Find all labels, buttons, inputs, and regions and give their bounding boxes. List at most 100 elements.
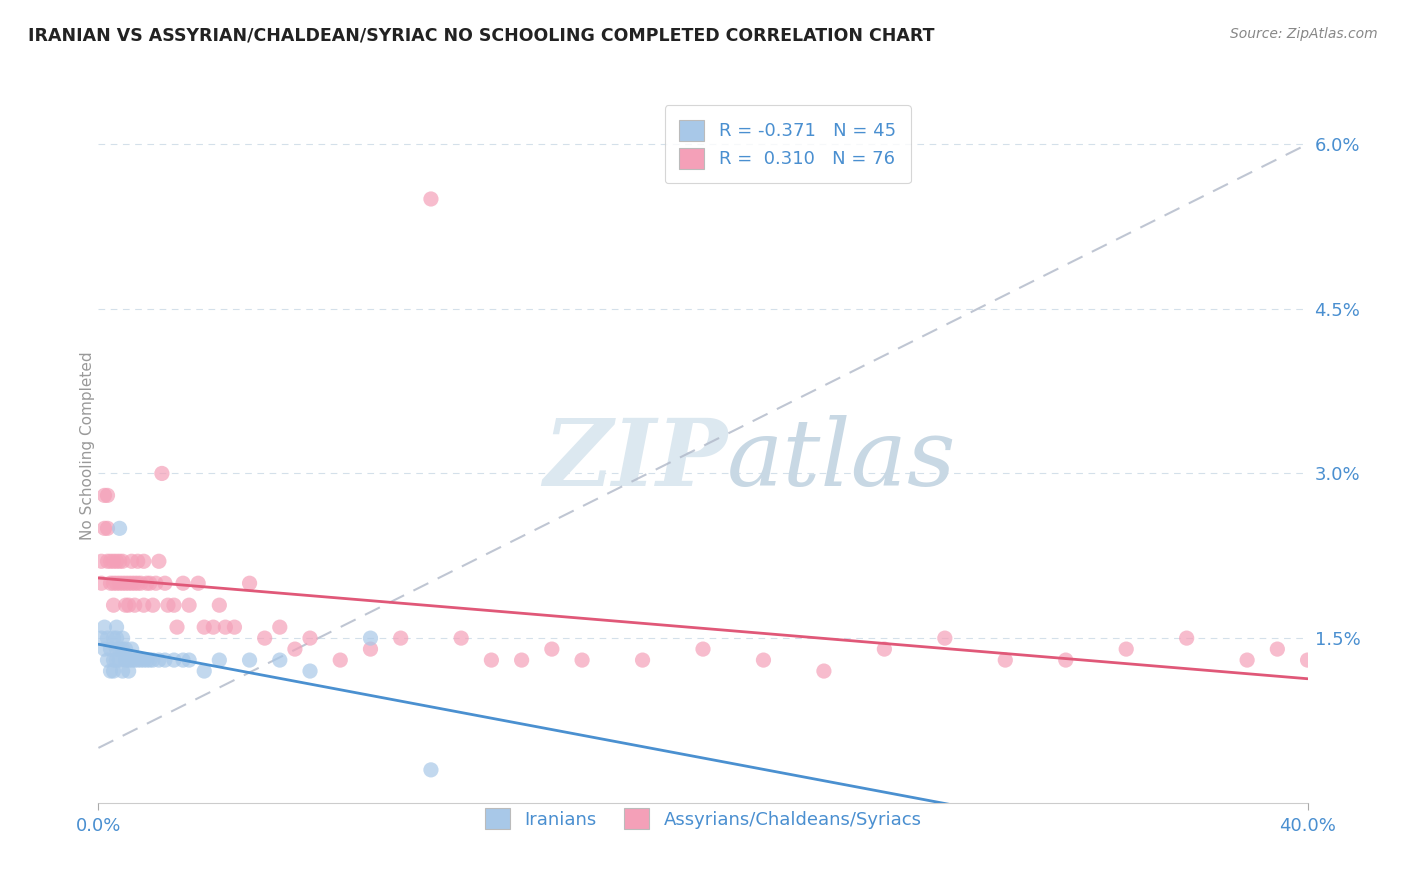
Point: [253, 631, 276, 645]
Point: [299, 631, 322, 645]
Point: [108, 521, 131, 535]
Point: [239, 653, 262, 667]
Point: [172, 653, 194, 667]
Point: [172, 576, 194, 591]
Point: [118, 653, 141, 667]
Point: [100, 576, 122, 591]
Point: [187, 576, 209, 591]
Point: [153, 576, 176, 591]
Point: [103, 576, 125, 591]
Point: [132, 653, 155, 667]
Point: [103, 598, 125, 612]
Point: [121, 554, 143, 568]
Point: [111, 576, 134, 591]
Point: [692, 642, 714, 657]
Point: [105, 631, 128, 645]
Point: [100, 642, 122, 657]
Point: [142, 598, 165, 612]
Point: [139, 653, 162, 667]
Point: [148, 653, 170, 667]
Point: [1115, 642, 1137, 657]
Point: [150, 467, 173, 481]
Point: [269, 620, 291, 634]
Point: [118, 576, 141, 591]
Legend: Iranians, Assyrians/Chaldeans/Syriacs: Iranians, Assyrians/Chaldeans/Syriacs: [470, 794, 936, 844]
Point: [129, 576, 152, 591]
Point: [96, 554, 118, 568]
Point: [108, 554, 131, 568]
Text: ZIP: ZIP: [543, 416, 727, 505]
Point: [163, 653, 186, 667]
Point: [90, 576, 112, 591]
Point: [96, 521, 118, 535]
Point: [93, 488, 115, 502]
Point: [540, 642, 562, 657]
Point: [450, 631, 472, 645]
Point: [108, 576, 131, 591]
Point: [121, 642, 143, 657]
Point: [127, 554, 149, 568]
Y-axis label: No Schooling Completed: No Schooling Completed: [80, 351, 94, 541]
Point: [873, 642, 896, 657]
Point: [214, 620, 236, 634]
Point: [103, 653, 125, 667]
Point: [631, 653, 654, 667]
Point: [166, 620, 188, 634]
Point: [93, 642, 115, 657]
Point: [90, 631, 112, 645]
Point: [90, 554, 112, 568]
Point: [132, 598, 155, 612]
Point: [269, 653, 291, 667]
Point: [121, 653, 143, 667]
Point: [135, 576, 157, 591]
Point: [124, 598, 146, 612]
Point: [224, 620, 246, 634]
Point: [111, 642, 134, 657]
Point: [420, 763, 443, 777]
Point: [481, 653, 503, 667]
Point: [299, 664, 322, 678]
Point: [360, 642, 382, 657]
Point: [127, 653, 149, 667]
Point: [96, 631, 118, 645]
Text: atlas: atlas: [727, 416, 956, 505]
Point: [108, 653, 131, 667]
Point: [127, 576, 149, 591]
Point: [105, 576, 128, 591]
Point: [239, 576, 262, 591]
Point: [114, 576, 136, 591]
Point: [124, 653, 146, 667]
Point: [118, 598, 141, 612]
Point: [202, 620, 225, 634]
Point: [111, 664, 134, 678]
Point: [124, 576, 146, 591]
Point: [142, 653, 165, 667]
Point: [105, 620, 128, 634]
Point: [121, 576, 143, 591]
Point: [994, 653, 1017, 667]
Point: [163, 598, 186, 612]
Point: [934, 631, 956, 645]
Point: [1267, 642, 1289, 657]
Point: [100, 664, 122, 678]
Text: IRANIAN VS ASSYRIAN/CHALDEAN/SYRIAC NO SCHOOLING COMPLETED CORRELATION CHART: IRANIAN VS ASSYRIAN/CHALDEAN/SYRIAC NO S…: [28, 27, 935, 45]
Point: [129, 653, 152, 667]
Point: [179, 598, 201, 612]
Point: [284, 642, 307, 657]
Text: Source: ZipAtlas.com: Source: ZipAtlas.com: [1230, 27, 1378, 41]
Point: [571, 653, 593, 667]
Point: [153, 653, 176, 667]
Point: [93, 521, 115, 535]
Point: [135, 653, 157, 667]
Point: [360, 631, 382, 645]
Point: [96, 488, 118, 502]
Point: [111, 631, 134, 645]
Point: [132, 554, 155, 568]
Point: [329, 653, 352, 667]
Point: [114, 653, 136, 667]
Point: [389, 631, 412, 645]
Point: [96, 653, 118, 667]
Point: [103, 631, 125, 645]
Point: [111, 554, 134, 568]
Point: [813, 664, 835, 678]
